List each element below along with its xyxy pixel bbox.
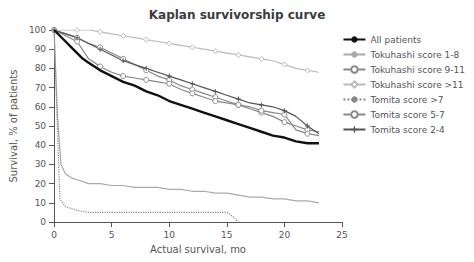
svg-text:10: 10: [164, 230, 176, 240]
svg-text:0: 0: [51, 230, 57, 240]
svg-text:Tokuhashi score 9-11: Tokuhashi score 9-11: [369, 65, 465, 75]
svg-text:0: 0: [40, 217, 46, 227]
svg-text:Tomita score 5-7: Tomita score 5-7: [369, 110, 444, 120]
svg-text:15: 15: [221, 230, 232, 240]
svg-text:Tomita score >7: Tomita score >7: [369, 95, 443, 105]
svg-text:20: 20: [35, 179, 47, 189]
svg-text:30: 30: [35, 159, 47, 169]
svg-text:20: 20: [279, 230, 291, 240]
svg-text:25: 25: [336, 230, 347, 240]
svg-text:Kaplan survivorship curve: Kaplan survivorship curve: [149, 8, 326, 22]
svg-text:Tokuhashi score >11: Tokuhashi score >11: [369, 80, 463, 90]
svg-text:Tomita score 2-4: Tomita score 2-4: [369, 125, 445, 135]
svg-text:50: 50: [35, 121, 47, 131]
svg-text:All patients: All patients: [370, 35, 421, 45]
svg-text:60: 60: [35, 102, 47, 112]
svg-text:Actual survival, mo: Actual survival, mo: [150, 244, 246, 255]
svg-text:5: 5: [109, 230, 115, 240]
svg-text:Survival, % of patients: Survival, % of patients: [8, 70, 19, 183]
svg-text:90: 90: [35, 44, 47, 54]
svg-text:40: 40: [35, 140, 47, 150]
svg-text:Tokuhashi score 1-8: Tokuhashi score 1-8: [369, 50, 459, 60]
svg-text:10: 10: [35, 198, 47, 208]
svg-text:70: 70: [35, 83, 47, 93]
svg-text:80: 80: [35, 63, 47, 73]
svg-text:100: 100: [29, 25, 46, 35]
